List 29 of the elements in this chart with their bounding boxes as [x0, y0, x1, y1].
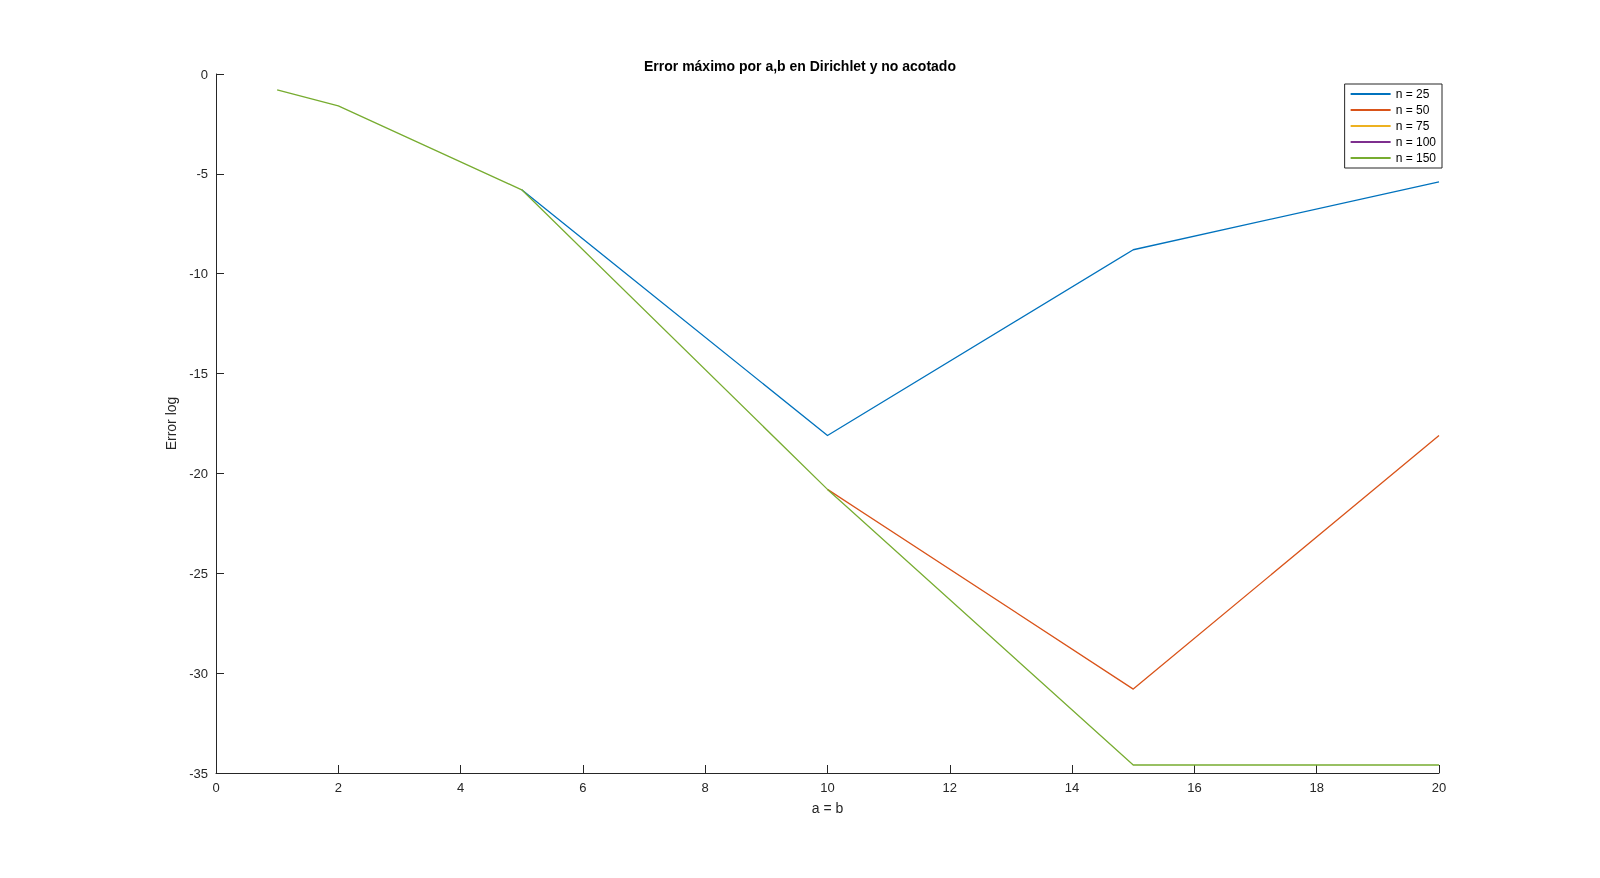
legend-label: n = 75: [1395, 119, 1430, 133]
x-tick-label: 12: [942, 780, 958, 795]
line-series: [276, 89, 1440, 766]
y-tick-label: -35: [189, 765, 208, 781]
x-tick-label: 8: [701, 780, 709, 795]
x-tick-label: 2: [334, 780, 342, 795]
x-tick-label: 10: [820, 780, 835, 795]
y-tick-label: -25: [189, 565, 208, 581]
y-tick-label: -30: [189, 665, 208, 681]
x-axis-title: a = b: [811, 800, 844, 816]
legend-label: n = 25: [1395, 87, 1430, 101]
chart-title: Error máximo por a,b en Dirichlet y no acotado: [644, 58, 956, 74]
x-tick-label: 6: [579, 780, 587, 795]
y-tick-label: -15: [189, 366, 208, 382]
y-axis-title: Error log: [163, 396, 179, 451]
x-tick-label: 0: [212, 780, 220, 795]
legend-label: n = 50: [1395, 103, 1430, 117]
x-tick-label: 16: [1187, 780, 1202, 795]
x-tick-label: 14: [1064, 780, 1080, 795]
legend-label: n = 100: [1395, 135, 1437, 149]
y-tick-label: -10: [189, 266, 208, 282]
y-tick-label: 0: [200, 66, 208, 82]
legend-label: n = 150: [1395, 151, 1437, 165]
y-tick-label: -20: [189, 465, 208, 481]
x-tick-label: 4: [456, 780, 465, 795]
x-tick-label: 20: [1431, 780, 1447, 795]
x-tick-label: 18: [1309, 780, 1324, 795]
line-series: [521, 181, 1440, 437]
y-tick-label: -5: [196, 166, 208, 182]
